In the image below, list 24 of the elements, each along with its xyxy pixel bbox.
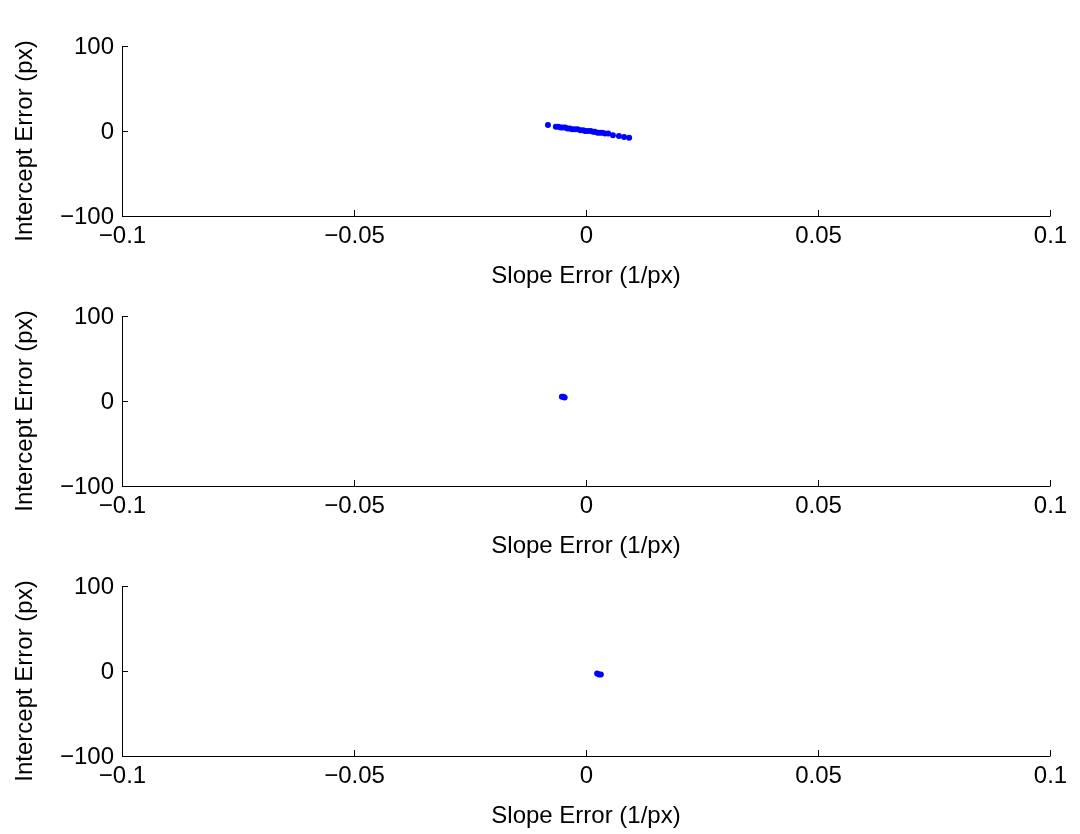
x-tick-label: 0	[579, 761, 594, 789]
y-axis-title: Intercept Error (px)	[10, 580, 37, 782]
x-tick-label: 0	[579, 221, 594, 249]
x-tick-label: −0.05	[324, 491, 385, 519]
y-tick-label: 100	[73, 302, 114, 330]
x-tick-label: −0.05	[324, 761, 385, 789]
x-tick-label: 0.05	[795, 221, 842, 249]
x-tick-label: 0.05	[795, 491, 842, 519]
x-axis-title: Slope Error (1/px)	[491, 261, 681, 288]
y-tick-label: 0	[100, 117, 114, 145]
x-tick-label: 0.1	[1033, 761, 1068, 789]
x-tick-label: −0.05	[324, 221, 385, 249]
x-axis-title: Slope Error (1/px)	[491, 801, 681, 828]
x-tick-label: 0.1	[1033, 491, 1068, 519]
y-axis-title: Intercept Error (px)	[10, 310, 37, 512]
x-tick-label: 0.05	[795, 761, 842, 789]
y-tick-label: 0	[100, 387, 114, 415]
y-tick-label: 0	[100, 657, 114, 685]
x-axis-title: Slope Error (1/px)	[491, 531, 681, 558]
y-tick-label: 100	[73, 32, 114, 60]
y-axis-title: Intercept Error (px)	[10, 40, 37, 242]
x-tick-label: 0	[579, 491, 594, 519]
y-tick-label: 100	[73, 572, 114, 600]
x-tick-label: 0.1	[1033, 221, 1068, 249]
